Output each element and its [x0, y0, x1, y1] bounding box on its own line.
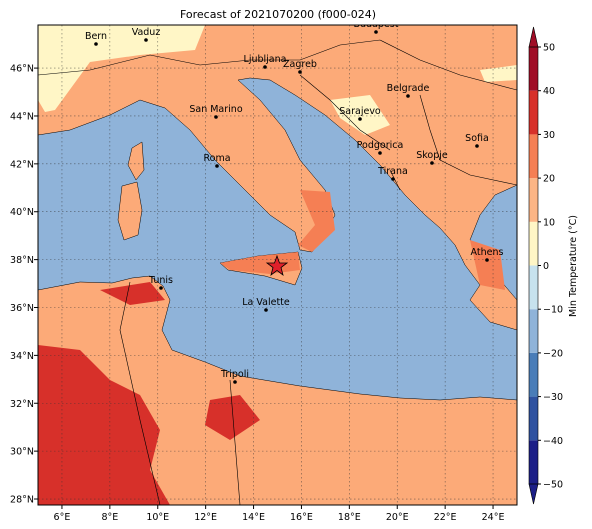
colorbar-tick-label: −40 — [543, 436, 563, 447]
map-frame — [37, 24, 518, 506]
y-tick-label: 46°N — [10, 64, 34, 75]
city-dot — [374, 30, 378, 34]
city-label: Belgrade — [387, 83, 430, 94]
colorbar-segment — [529, 134, 538, 179]
city-label: Ljubljana — [244, 54, 287, 65]
y-tick-label: 36°N — [10, 303, 34, 314]
x-tick-label: 8°E — [101, 512, 118, 523]
colorbar-segment — [529, 265, 538, 310]
colorbar-segment — [529, 396, 538, 441]
country-borders — [38, 39, 517, 505]
x-tick-label: 6°E — [54, 512, 71, 523]
epicenter-star — [265, 254, 289, 277]
city-dot — [263, 65, 267, 69]
x-tick-label: 18°E — [338, 512, 361, 523]
city-dot — [475, 144, 479, 148]
colorbar: −50 −40 −30 −20 −10 0 10 20 30 40 50 — [528, 26, 563, 505]
city-label: Sarajevo — [339, 106, 381, 117]
city-label: Budapest — [354, 19, 399, 30]
colorbar-tick-label: 40 — [543, 86, 555, 97]
city-label: San Marino — [189, 104, 242, 115]
colorbar-segment — [529, 221, 538, 266]
city-label: La Valette — [242, 297, 290, 308]
colorbar-tick-label: −30 — [543, 392, 563, 403]
colorbar-segment — [529, 90, 538, 135]
x-tick-label: 14°E — [242, 512, 265, 523]
map-title: Forecast of 2021070200 (f000-024) — [180, 8, 376, 21]
colorbar-tick-label: 30 — [543, 130, 555, 141]
city-label: Roma — [203, 153, 230, 164]
city-dot — [298, 70, 302, 74]
city-dot — [264, 308, 268, 312]
y-tick-label: 44°N — [10, 111, 34, 122]
city-dot — [430, 161, 434, 165]
city-label: Bern — [85, 31, 107, 42]
y-tick-label: 28°N — [10, 495, 34, 506]
city-label: Tripoli — [220, 369, 249, 380]
colorbar-tick-label: 10 — [543, 217, 555, 228]
city-label: Tunis — [148, 275, 173, 286]
city-label: Sofia — [465, 133, 489, 144]
city-dot — [215, 164, 219, 168]
city-label: Zagreb — [283, 59, 317, 70]
corsica — [127, 141, 145, 181]
colorbar-extend-bottom — [528, 483, 539, 505]
colorbar-segment — [529, 178, 538, 222]
colorbar-segment — [529, 309, 538, 353]
gridlines — [38, 25, 517, 505]
colorbar-segment — [529, 440, 538, 484]
x-tick-label: 22°E — [434, 512, 457, 523]
city-label: Skopje — [416, 150, 448, 161]
x-tick-label: 12°E — [194, 512, 217, 523]
colorbar-tick-label: 50 — [543, 43, 555, 54]
hot-patch — [38, 282, 260, 505]
city-dot — [233, 380, 237, 384]
city-dot — [214, 115, 218, 119]
colorbar-tick-label: −50 — [543, 480, 563, 491]
x-tick-label: 16°E — [290, 512, 313, 523]
sardinia — [117, 181, 143, 241]
x-tick-label: 10°E — [146, 512, 169, 523]
colorbar-tick-label: −10 — [543, 305, 563, 316]
colorbar-extend-top — [528, 26, 539, 48]
x-tick-label: 20°E — [386, 512, 409, 523]
colorbar-tick-label: 0 — [543, 261, 549, 272]
y-tick-label: 32°N — [10, 399, 34, 410]
city-label: Tirana — [377, 166, 408, 177]
city-dot — [378, 151, 382, 155]
city-dot — [94, 42, 98, 46]
city-dot — [159, 286, 163, 290]
colorbar-tick-label: −20 — [543, 348, 563, 359]
axis-ticks: 6°E 8°E 10°E 12°E 14°E 16°E 18°E 20°E 22°E 24°E 28… — [10, 64, 504, 523]
colorbar-segment — [529, 47, 538, 91]
colorbar-tick-label: 20 — [543, 174, 555, 185]
city-dot — [391, 177, 395, 181]
y-tick-label: 40°N — [10, 207, 34, 218]
colorbar-segment — [529, 352, 538, 397]
city-label: Vaduz — [132, 27, 161, 38]
colorbar-label: Min Temperature (°C) — [568, 215, 579, 317]
city-dot — [144, 38, 148, 42]
city-dot — [406, 94, 410, 98]
y-tick-label: 30°N — [10, 447, 34, 458]
city-dot — [358, 117, 362, 121]
y-tick-label: 42°N — [10, 159, 34, 170]
y-tick-label: 38°N — [10, 255, 34, 266]
city-label: Podgorica — [357, 140, 404, 151]
cool-patch — [38, 25, 517, 135]
city-label: Athens — [471, 247, 504, 258]
y-tick-label: 34°N — [10, 351, 34, 362]
x-tick-label: 24°E — [482, 512, 505, 523]
warm-patch — [220, 190, 505, 290]
city-dot — [485, 258, 489, 262]
